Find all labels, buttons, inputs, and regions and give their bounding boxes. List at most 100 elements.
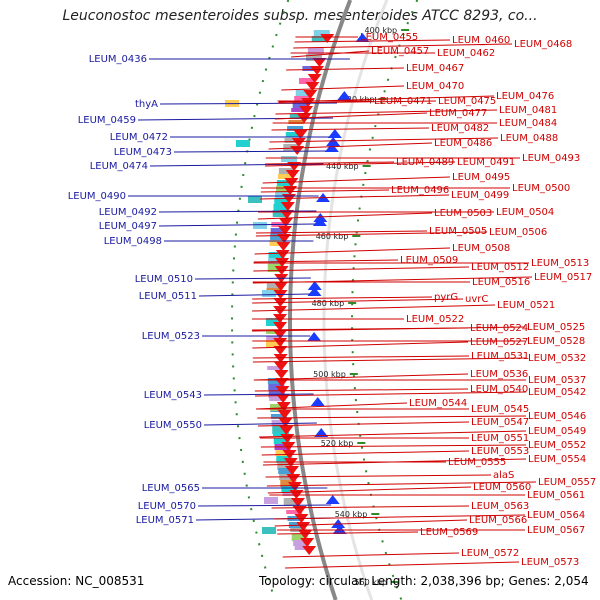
gene-arrow-reverse [274,370,289,379]
gene-label-right: LEUM_0555 [448,457,506,468]
gene-label-right: LEUM_0481 [499,105,557,116]
feature-block [311,36,328,42]
feature-block [281,156,298,162]
feature-block [307,48,324,54]
right-leader-line [257,212,433,220]
gene-label-right: LEUM_0536 [470,369,528,380]
right-leader-line [252,296,433,300]
feature-block [262,527,276,534]
gene-arrow-forward [331,519,346,528]
gene-label-right: LEUM_0462 [437,48,495,59]
right-leader-line [252,341,469,349]
feature-block [248,196,262,203]
gene-label-right: alaS [493,470,514,481]
feature-block [283,498,300,506]
gene-label-left: LEUM_0459 [78,115,136,126]
feature-block [288,120,305,124]
right-leader-line [268,142,433,150]
gene-label-right: LEUM_0564 [527,510,585,521]
feature-block [294,546,311,550]
gene-arrow-reverse [307,74,322,83]
right-leader-line [271,127,430,131]
gene-arrow-reverse [276,402,291,411]
feature-block [280,480,297,487]
right-leader-line [253,373,469,381]
gene-label-right: LEUM_0528 [527,336,585,347]
gene-arrow-reverse [276,242,291,251]
feature-block [273,438,290,444]
gene-arrow-reverse [285,466,300,475]
map-title: Leuconostoc mesenteroides subsp. mesente… [62,8,538,24]
gene-label-right: LEUM_0486 [434,138,492,149]
gene-arrow-reverse [279,426,294,435]
gene-label-right: LEUM_0506 [489,227,547,238]
gene-arrow-reverse [277,234,292,243]
feature-block [275,450,292,456]
right-leader-line [294,39,451,43]
gene-label-left: LEUM_0510 [135,274,193,285]
feature-block [236,140,250,147]
feature-block [293,540,310,546]
feature-block [289,114,306,119]
gene-arrow-reverse [303,90,318,99]
gene-label-right: LEUM_0516 [472,277,530,288]
feature-block [268,252,285,258]
gene-label-right: LEUM_0549 [528,426,586,437]
gene-arrow-reverse [275,250,290,259]
gene-label-right: LEUM_0482 [431,123,489,134]
right-leader-line [293,43,513,49]
gene-label-right: LEUM_0547 [471,417,529,428]
gene-label-right: LEUM_0545 [471,404,529,415]
kbp-tick-label: 400 kbp [365,26,398,35]
gene-label-right: LEUM_0512 [471,262,529,273]
gene-arrow-reverse [320,34,335,43]
right-leader-line [260,194,450,200]
gene-arrow-forward [325,495,340,504]
gene-arrow-reverse [293,130,308,139]
feature-block [284,138,301,143]
left-leader-line [197,504,332,507]
feature-block [253,222,267,229]
right-leader-line [273,514,526,520]
gene-label-right: LEUM_0567 [527,525,585,536]
gene-label-right: LEUM_0557 [538,477,596,488]
gene-label-left: LEUM_0523 [142,331,200,342]
gene-label-right: LEUM_0552 [528,440,586,451]
right-leader-line [252,304,496,312]
right-leader-line [265,474,492,478]
right-leader-line [254,388,469,392]
gene-arrow-reverse [273,322,288,331]
feature-block [274,198,291,205]
gene-arrow-forward [337,91,352,100]
gene-arrow-reverse [273,338,288,347]
feature-block [302,66,319,71]
right-leader-line [256,230,428,234]
gene-arrow-reverse [273,362,288,371]
gene-label-right: LEUM_0525 [527,322,585,333]
gene-label-right: LEUM_0522 [406,314,464,325]
gene-arrow-reverse [291,138,306,147]
right-leader-line [257,415,527,419]
feature-block [313,30,330,36]
gene-label-right: LEUM_0513 [531,258,589,269]
gene-arrow-reverse [305,82,320,91]
gene-label-right: LEUM_0566 [469,515,527,526]
gene-label-right: LEUM_0496 [391,185,449,196]
gene-arrow-forward [327,129,342,138]
gene-arrow-forward [307,281,322,290]
gene-label-right: LEUM_0517 [534,272,592,283]
feature-block [270,234,287,242]
gene-label-right: LEUM_0572 [461,548,519,559]
right-leader-line [291,50,370,58]
gene-label-right: LEUM_0503 [434,208,492,219]
kbp-tick-label: 500 kbp [313,370,346,379]
gene-label-right: LEUM_0551 [471,433,529,444]
gene-label-right: LEUM_0554 [528,454,586,465]
gene-label-right: LEUM_0527 [470,337,528,348]
feature-block [295,90,312,98]
gene-label-left: LEUM_0543 [144,390,202,401]
gene-label-right: LEUM_0546 [528,411,586,422]
gene-label-left: LEUM_0490 [68,191,126,202]
gene-arrow-forward [324,143,339,152]
